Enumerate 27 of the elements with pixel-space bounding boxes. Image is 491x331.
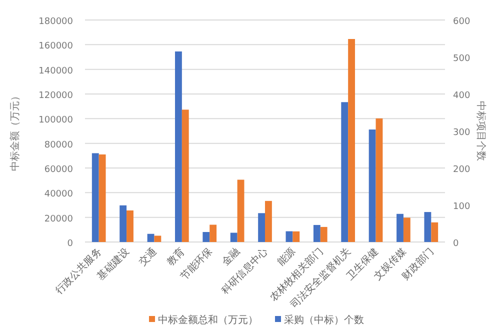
x-tick-label: 教育 [164, 246, 188, 268]
y-tick-label: 40000 [44, 190, 74, 200]
x-tick-label: 交通 [136, 246, 160, 268]
y-tick-label: 100000 [38, 116, 74, 126]
y-tick-label: 160000 [38, 42, 74, 52]
y2-axis-title: 中标项目个数 [475, 101, 487, 161]
y2-tick-label: 200 [453, 165, 470, 175]
y-tick-label: 0 [67, 239, 74, 249]
y2-tick-label: 400 [453, 91, 470, 101]
y2-tick-label: 100 [453, 202, 470, 212]
x-tick-label: 能源 [275, 246, 298, 268]
y2-tick-label: 600 [453, 17, 470, 27]
y-tick-label: 120000 [38, 91, 74, 101]
bar [237, 180, 244, 242]
y-tick-label: 180000 [38, 17, 74, 27]
legend-label: 中标金额总和（万元） [158, 314, 258, 326]
y2-tick-label: 500 [453, 54, 470, 64]
y-tick-label: 20000 [44, 214, 74, 224]
y-tick-label: 80000 [44, 140, 74, 150]
y-tick-label: 140000 [38, 66, 74, 76]
y2-tick-label: 0 [453, 239, 459, 249]
x-tick-label: 金融 [220, 246, 242, 268]
y2-tick-label: 300 [453, 128, 470, 138]
legend-label: 采购（中标）个数 [284, 314, 364, 326]
y-axis-title: 中标金额（万元） [9, 91, 21, 171]
y-tick-label: 60000 [44, 165, 74, 175]
bar [230, 232, 238, 242]
